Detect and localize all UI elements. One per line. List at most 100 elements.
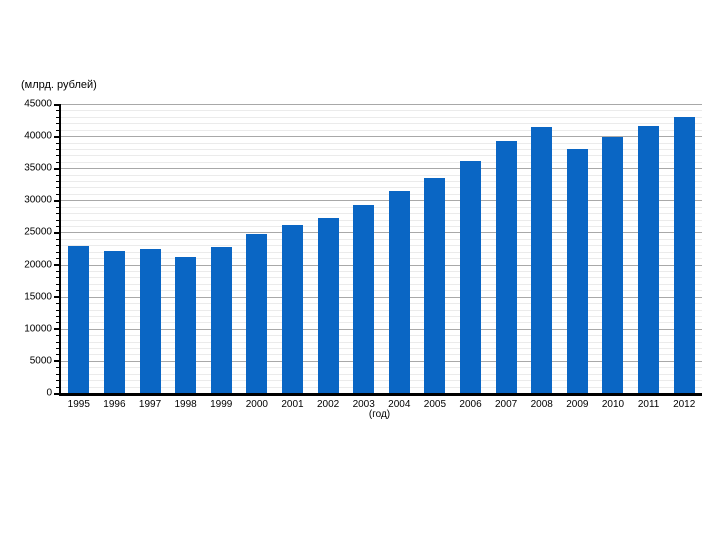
y-minor-tick [56, 283, 59, 285]
x-tick-label-1999: 1999 [210, 399, 233, 410]
y-axis-title: (млрд. рублей) [21, 79, 97, 91]
y-minor-tick [56, 148, 59, 150]
bar-1998 [175, 256, 197, 393]
x-axis-title: (год) [368, 409, 391, 420]
y-minor-tick [56, 213, 59, 215]
y-tick-label: 20000 [24, 259, 52, 271]
x-tick-label-1996: 1996 [103, 399, 126, 410]
y-tick-label: 5000 [29, 355, 52, 367]
y-minor-tick [56, 181, 59, 183]
x-tick-label-2005: 2005 [423, 399, 447, 410]
y-minor-tick [56, 354, 59, 356]
bar-2010 [602, 136, 624, 393]
bar-1996 [103, 251, 125, 393]
y-minor-tick [56, 290, 59, 292]
y-major-tick [54, 167, 59, 170]
y-tick-label: 25000 [24, 226, 52, 238]
y-minor-tick [56, 193, 59, 195]
y-minor-tick [56, 110, 59, 112]
y-minor-tick [56, 155, 59, 157]
y-minor-tick [56, 226, 59, 228]
y-minor-tick [56, 251, 59, 253]
y-minor-tick [56, 341, 59, 343]
y-major-gridline [61, 104, 702, 105]
bar-2002 [317, 217, 339, 393]
y-minor-gridline [61, 123, 702, 125]
bar-1997 [139, 248, 161, 393]
y-minor-tick [56, 258, 59, 260]
y-minor-tick [56, 270, 59, 272]
y-minor-tick [56, 348, 59, 350]
y-minor-tick [56, 322, 59, 324]
x-tick-label-2012: 2012 [673, 399, 696, 410]
bar-2006 [460, 161, 482, 393]
y-minor-tick [56, 367, 59, 369]
y-minor-tick [56, 380, 59, 382]
x-tick-label-2010: 2010 [601, 399, 625, 410]
y-minor-gridline [61, 110, 702, 112]
x-tick-label-2006: 2006 [459, 399, 482, 410]
y-minor-tick [56, 277, 59, 279]
y-tick-label: 45000 [24, 98, 52, 110]
y-minor-tick [56, 116, 59, 118]
y-minor-tick [56, 315, 59, 317]
y-minor-tick [56, 142, 59, 144]
y-minor-tick [56, 386, 59, 388]
x-tick-label-1998: 1998 [174, 399, 197, 410]
y-minor-tick [56, 174, 59, 176]
plot-area: 0 5000 10000 15000 20000 25000 30000 35000 40000… [24, 99, 702, 410]
x-tick-label-2004: 2004 [388, 399, 411, 410]
bar-2011 [638, 125, 660, 393]
x-tick-label-1995: 1995 [67, 399, 90, 410]
y-major-tick [54, 135, 59, 138]
bar-2009 [566, 148, 588, 393]
bar-2004 [388, 190, 410, 393]
y-tick-label: 30000 [24, 194, 52, 206]
y-tick-label: 0 [46, 387, 52, 399]
y-minor-tick [56, 303, 59, 305]
y-minor-tick [56, 206, 59, 208]
x-tick-label-2011: 2011 [637, 399, 660, 410]
y-major-tick [54, 392, 59, 395]
y-major-tick [54, 264, 59, 267]
bar-2001 [281, 225, 303, 393]
y-minor-gridline [61, 129, 702, 131]
x-tick-label-2000: 2000 [245, 399, 268, 410]
y-minor-tick [56, 123, 59, 125]
y-minor-tick [56, 335, 59, 337]
bar-2005 [424, 177, 446, 393]
y-major-tick [54, 231, 59, 234]
bar-2007 [495, 140, 517, 393]
bar-1995 [68, 245, 90, 393]
y-tick-label: 15000 [24, 291, 52, 303]
y-minor-tick [56, 129, 59, 131]
y-minor-tick [56, 309, 59, 311]
y-minor-tick [56, 219, 59, 221]
x-tick-label-1997: 1997 [138, 399, 162, 410]
y-minor-tick [56, 161, 59, 163]
bar-2003 [353, 204, 375, 393]
x-tick-label-2003: 2003 [352, 399, 375, 410]
bar-2008 [531, 127, 553, 393]
y-tick-label: 40000 [24, 130, 52, 142]
y-major-tick [54, 296, 59, 299]
y-minor-tick [56, 373, 59, 375]
x-tick-label-2001: 2001 [281, 399, 304, 410]
bar-2012 [673, 116, 695, 393]
x-tick-label-2007: 2007 [495, 399, 518, 410]
y-major-tick [54, 199, 59, 202]
y-major-tick [54, 103, 59, 106]
x-tick-label-2008: 2008 [530, 399, 553, 410]
y-major-tick [54, 328, 59, 331]
bar-2000 [246, 233, 268, 393]
x-tick-label-2002: 2002 [316, 399, 340, 410]
y-minor-tick [56, 187, 59, 189]
x-tick-label-2009: 2009 [566, 399, 589, 410]
y-tick-label: 35000 [24, 162, 52, 174]
y-minor-tick [56, 245, 59, 247]
y-tick-label: 10000 [24, 323, 52, 335]
y-minor-gridline [61, 116, 702, 118]
y-minor-tick [56, 238, 59, 240]
bar-1999 [210, 247, 232, 393]
